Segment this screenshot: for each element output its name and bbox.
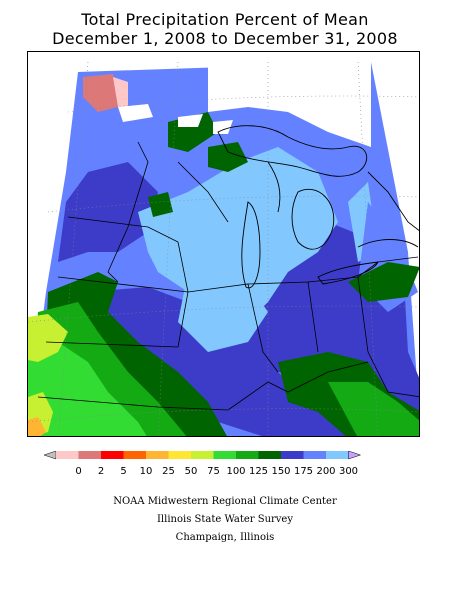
credit-organization: NOAA Midwestern Regional Climate Center [113, 496, 337, 507]
precipitation-map [27, 51, 420, 437]
region-dark-blue-nw [58, 162, 158, 262]
region-light-pink-nw [113, 77, 128, 107]
legend-label: 0 [75, 466, 81, 477]
region-green-wi [148, 192, 173, 217]
region-light-blue-il [178, 272, 268, 352]
map-subtitle: December 1, 2008 to December 31, 2008 [52, 29, 398, 48]
legend-arrow-high [348, 451, 362, 460]
legend-label: 5 [120, 466, 126, 477]
legend-label: 100 [226, 466, 245, 477]
region-white-n2 [178, 114, 203, 127]
legend-swatch [258, 451, 281, 459]
legend-swatch [123, 451, 146, 459]
credit-location: Champaign, Illinois [175, 532, 275, 543]
legend-swatch [78, 451, 101, 459]
legend-label: 25 [162, 466, 175, 477]
legend-swatch [191, 451, 214, 459]
region-pink-nw [83, 74, 118, 112]
legend-swatch [303, 451, 326, 459]
credit-survey: Illinois State Water Survey [156, 514, 293, 525]
legend-label: 50 [185, 466, 198, 477]
legend-label: 150 [271, 466, 290, 477]
region-green-se [328, 382, 419, 436]
color-legend: 0 2 5 10 25 50 75 100 125 150 175 200 300 [44, 451, 362, 477]
legend-swatch [101, 451, 124, 459]
legend-swatch [168, 451, 191, 459]
region-yellow-green [28, 314, 68, 362]
legend-swatch [56, 451, 79, 459]
region-bright-green-sw [28, 342, 147, 436]
legend-label: 175 [294, 466, 313, 477]
map-title: Total Precipitation Percent of Mean [81, 10, 369, 29]
legend-label: 10 [140, 466, 153, 477]
region-dark-green-east [348, 262, 419, 302]
lake-outlines [217, 125, 419, 289]
legend-label: 2 [98, 466, 104, 477]
region-white-n [118, 104, 153, 122]
state-borders [37, 141, 419, 411]
legend-label: 200 [316, 466, 335, 477]
precip-shading [28, 62, 419, 436]
region-dark-green-up [208, 142, 248, 172]
region-dark-blue-center [68, 287, 357, 436]
legend-swatch [281, 451, 304, 459]
map-canvas [28, 61, 419, 436]
legend-swatch [213, 451, 236, 459]
legend-swatch [236, 451, 259, 459]
region-white-n3 [213, 120, 233, 134]
legend-label: 300 [339, 466, 358, 477]
legend-label: 75 [207, 466, 220, 477]
legend-label: 125 [249, 466, 268, 477]
legend-swatch [146, 451, 169, 459]
legend-swatch [326, 451, 349, 459]
legend-arrow-low [44, 451, 57, 460]
region-no-data-north [208, 62, 371, 147]
